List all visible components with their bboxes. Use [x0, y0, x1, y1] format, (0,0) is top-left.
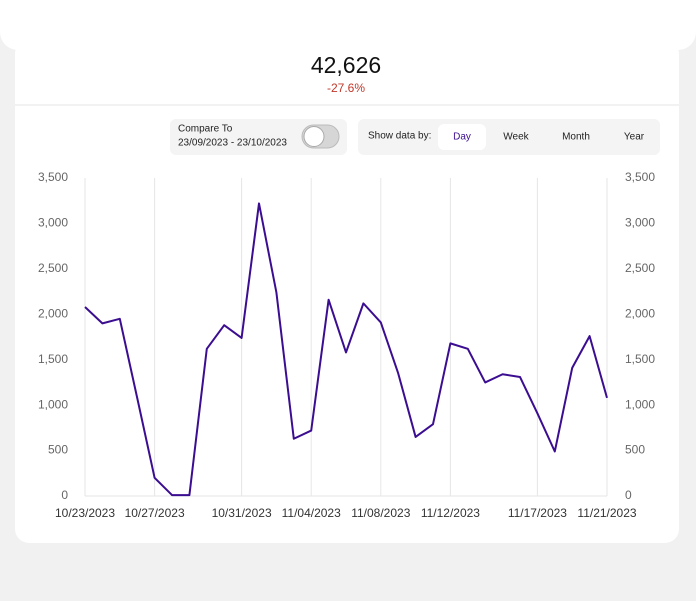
option-button[interactable]: Week — [503, 132, 529, 143]
x-tick-label: 11/08/2023 — [351, 506, 410, 520]
compare-range: 23/09/2023 - 23/10/2023 — [178, 138, 287, 149]
total-value: 42,626 — [311, 52, 381, 78]
y-tick-label: 3,500 — [38, 170, 68, 184]
option-button[interactable]: Year — [624, 132, 645, 143]
x-tick-label: 10/31/2023 — [212, 506, 272, 520]
y2-tick-label: 1,000 — [625, 397, 655, 411]
toggle-knob — [303, 126, 325, 147]
option-button[interactable]: Month — [562, 132, 590, 143]
change-value: -27.6% — [327, 81, 365, 95]
card — [15, 40, 679, 543]
y-tick-label: 2,000 — [38, 306, 68, 320]
y-tick-label: 500 — [48, 443, 68, 457]
y-tick-label: 2,500 — [38, 261, 68, 275]
y-tick-label: 1,500 — [38, 352, 68, 366]
x-tick-label: 11/12/2023 — [421, 506, 480, 520]
x-tick-label: 11/17/2023 — [508, 506, 567, 520]
y2-tick-label: 3,500 — [625, 170, 655, 184]
top-panel — [0, 0, 696, 50]
y2-tick-label: 2,500 — [625, 261, 655, 275]
show-by-label: Show data by: — [368, 131, 431, 142]
y2-tick-label: 0 — [625, 488, 632, 502]
option-button[interactable]: Day — [453, 132, 471, 143]
y2-tick-label: 3,000 — [625, 216, 655, 230]
y2-tick-label: 1,500 — [625, 352, 655, 366]
y-tick-label: 3,000 — [38, 216, 68, 230]
x-tick-label: 10/23/2023 — [55, 506, 115, 520]
x-tick-label: 10/27/2023 — [125, 506, 185, 520]
options: Day Week Month Year — [438, 124, 645, 150]
y-tick-label: 0 — [61, 488, 68, 502]
x-tick-label: 11/04/2023 — [282, 506, 341, 520]
plot: 0 500 1,000 1,500 2,000 2,500 3,000 3,500 0 500 1,… — [38, 170, 655, 520]
y-tick-label: 1,000 — [38, 397, 68, 411]
y2-tick-label: 2,000 — [625, 306, 655, 320]
x-tick-label: 11/21/2023 — [577, 506, 636, 520]
line-series — [84, 202, 608, 497]
compare-box — [170, 119, 347, 155]
y2-tick-label: 500 — [625, 443, 645, 457]
show-by-box — [358, 119, 660, 155]
compare-label: Compare To — [178, 124, 233, 135]
option-selected-bg — [438, 124, 486, 150]
